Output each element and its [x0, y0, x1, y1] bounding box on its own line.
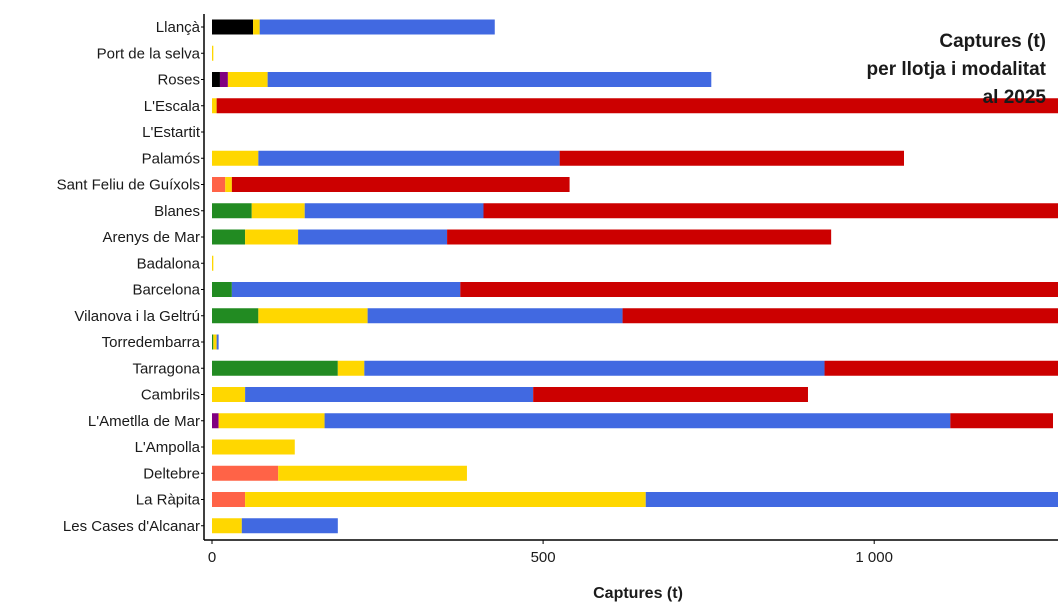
bar-segment [212, 465, 279, 481]
bar-segment [212, 203, 252, 219]
bar-segment [950, 413, 1053, 429]
bar-segment [245, 229, 299, 245]
category-label: L'Escala [144, 98, 201, 115]
bar-segment [216, 334, 219, 350]
bar-segment [212, 308, 259, 324]
category-label: Badalona [137, 255, 201, 272]
bar-segment [245, 492, 646, 507]
bar-segment [227, 72, 268, 87]
bar-segment [212, 334, 214, 350]
bar-segment [251, 203, 305, 219]
bar-segment [219, 72, 228, 87]
chart-title: Captures (t) per llotja i modalitat al 202… [867, 31, 1047, 108]
bar-segment [212, 492, 246, 507]
bar-segment [212, 98, 217, 114]
bar-segment [212, 229, 246, 245]
chart-title-line: Captures (t) [939, 31, 1046, 52]
bar-segment [212, 255, 214, 271]
bar-segment [212, 45, 214, 61]
category-label: Les Cases d'Alcanar [63, 518, 200, 535]
category-label: Cambrils [141, 387, 200, 404]
bar-segment [559, 150, 904, 166]
bar-segment [212, 413, 219, 429]
chart-title-line: al 2025 [983, 87, 1047, 108]
bar-segment [212, 150, 259, 166]
category-label: Palamós [142, 150, 200, 167]
category-label: Llançà [156, 19, 201, 36]
category-label: L'Estartit [142, 124, 201, 141]
category-label: L'Ampolla [135, 439, 201, 456]
chart-title-line: per llotja i modalitat [867, 59, 1047, 80]
bar-segment [258, 150, 560, 166]
bar-segment [267, 72, 712, 87]
x-tick-label: 0 [208, 549, 216, 566]
bar-segment [231, 177, 570, 192]
bar-segment [337, 360, 365, 376]
bar-segment [460, 282, 1058, 297]
x-axis-title: Captures (t) [593, 585, 683, 602]
bar-segment [212, 282, 232, 297]
category-label: Sant Feliu de Guíxols [57, 177, 200, 194]
bar-segment [304, 203, 484, 219]
bar-segment [212, 19, 254, 35]
bar-segment [225, 177, 232, 192]
category-labels: Llançà Port de la selva Roses L'Escala L'Est… [57, 19, 204, 535]
category-label: Roses [157, 72, 200, 89]
bar-segment [447, 229, 832, 245]
bar-segment [645, 492, 1058, 507]
category-label: L'Ametlla de Mar [88, 413, 200, 430]
bar-segment [258, 308, 368, 324]
category-label: Torredembarra [102, 334, 201, 351]
category-label: Port de la selva [97, 45, 201, 62]
category-label: Deltebre [143, 465, 200, 482]
bar-segment [824, 360, 1058, 376]
bar-segment [241, 518, 338, 534]
bar-segment [245, 387, 534, 402]
category-label: Blanes [154, 203, 200, 220]
bar-segment [213, 334, 217, 350]
bar-segment [212, 360, 338, 376]
bar-segment [218, 413, 325, 429]
x-tick-label: 1 000 [855, 549, 893, 566]
bar-segment [231, 282, 461, 297]
category-label: Barcelona [132, 282, 200, 299]
category-label: Arenys de Mar [102, 229, 200, 246]
category-label: Vilanova i la Geltrú [74, 308, 200, 325]
x-tick-label: 500 [531, 549, 556, 566]
bar-segment [533, 387, 808, 402]
bar-segment [298, 229, 448, 245]
bar-segment [364, 360, 825, 376]
bar-segment [253, 19, 260, 35]
bar-segment [259, 19, 495, 35]
bar-segment [212, 177, 226, 192]
bars-layer [212, 19, 1058, 534]
bar-segment [216, 98, 1058, 114]
bar-segment [367, 308, 623, 324]
bar-segment [212, 72, 220, 87]
bar-segment [483, 203, 1058, 219]
category-label: La Ràpita [136, 492, 201, 509]
bar-segment [212, 439, 295, 455]
bar-segment [622, 308, 1058, 324]
bar-segment [278, 465, 467, 481]
bar-segment [212, 387, 246, 402]
category-label: Tarragona [132, 360, 200, 377]
bar-segment [324, 413, 951, 429]
bar-segment [212, 518, 242, 534]
